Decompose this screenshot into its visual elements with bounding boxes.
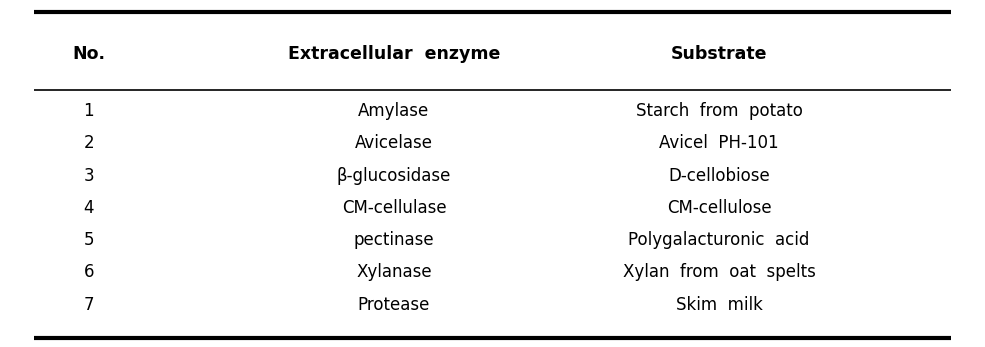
Text: D-cellobiose: D-cellobiose: [668, 167, 770, 185]
Text: 2: 2: [84, 134, 94, 152]
Text: Avicel  PH-101: Avicel PH-101: [659, 134, 779, 152]
Text: β-glucosidase: β-glucosidase: [337, 167, 451, 185]
Text: Xylan  from  oat  spelts: Xylan from oat spelts: [623, 263, 816, 281]
Text: 7: 7: [84, 296, 94, 314]
Text: 3: 3: [84, 167, 94, 185]
Text: CM-cellulose: CM-cellulose: [667, 199, 771, 217]
Text: Starch  from  potato: Starch from potato: [635, 102, 803, 120]
Text: Polygalacturonic  acid: Polygalacturonic acid: [628, 231, 810, 249]
Text: No.: No.: [72, 45, 105, 63]
Text: Substrate: Substrate: [671, 45, 767, 63]
Text: Protease: Protease: [358, 296, 430, 314]
Text: CM-cellulase: CM-cellulase: [342, 199, 446, 217]
Text: 1: 1: [84, 102, 94, 120]
Text: 6: 6: [84, 263, 94, 281]
Text: 5: 5: [84, 231, 94, 249]
Text: Skim  milk: Skim milk: [676, 296, 762, 314]
Text: 4: 4: [84, 199, 94, 217]
Text: Xylanase: Xylanase: [357, 263, 431, 281]
Text: Amylase: Amylase: [359, 102, 429, 120]
Text: Extracellular  enzyme: Extracellular enzyme: [288, 45, 500, 63]
Text: Avicelase: Avicelase: [355, 134, 433, 152]
Text: pectinase: pectinase: [354, 231, 434, 249]
